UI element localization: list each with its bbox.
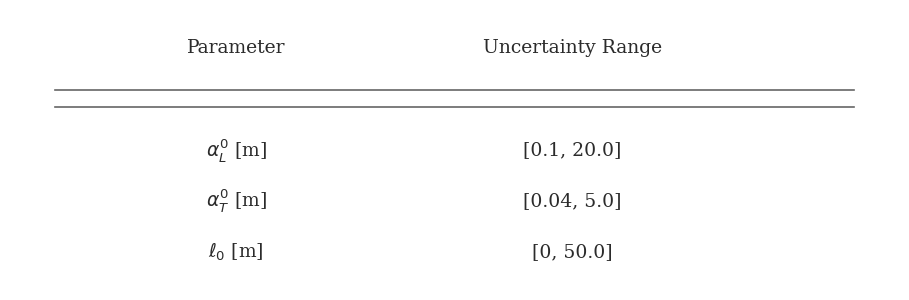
Text: [0.04, 5.0]: [0.04, 5.0]: [524, 192, 622, 210]
Text: $\ell_0$ [m]: $\ell_0$ [m]: [208, 241, 265, 263]
Text: $\alpha_T^{0}$ [m]: $\alpha_T^{0}$ [m]: [205, 188, 267, 214]
Text: Uncertainty Range: Uncertainty Range: [483, 39, 663, 57]
Text: [0.1, 20.0]: [0.1, 20.0]: [524, 141, 622, 159]
Text: $\alpha_L^{0}$ [m]: $\alpha_L^{0}$ [m]: [205, 136, 267, 164]
Text: [0, 50.0]: [0, 50.0]: [533, 243, 613, 261]
Text: Parameter: Parameter: [187, 39, 285, 57]
